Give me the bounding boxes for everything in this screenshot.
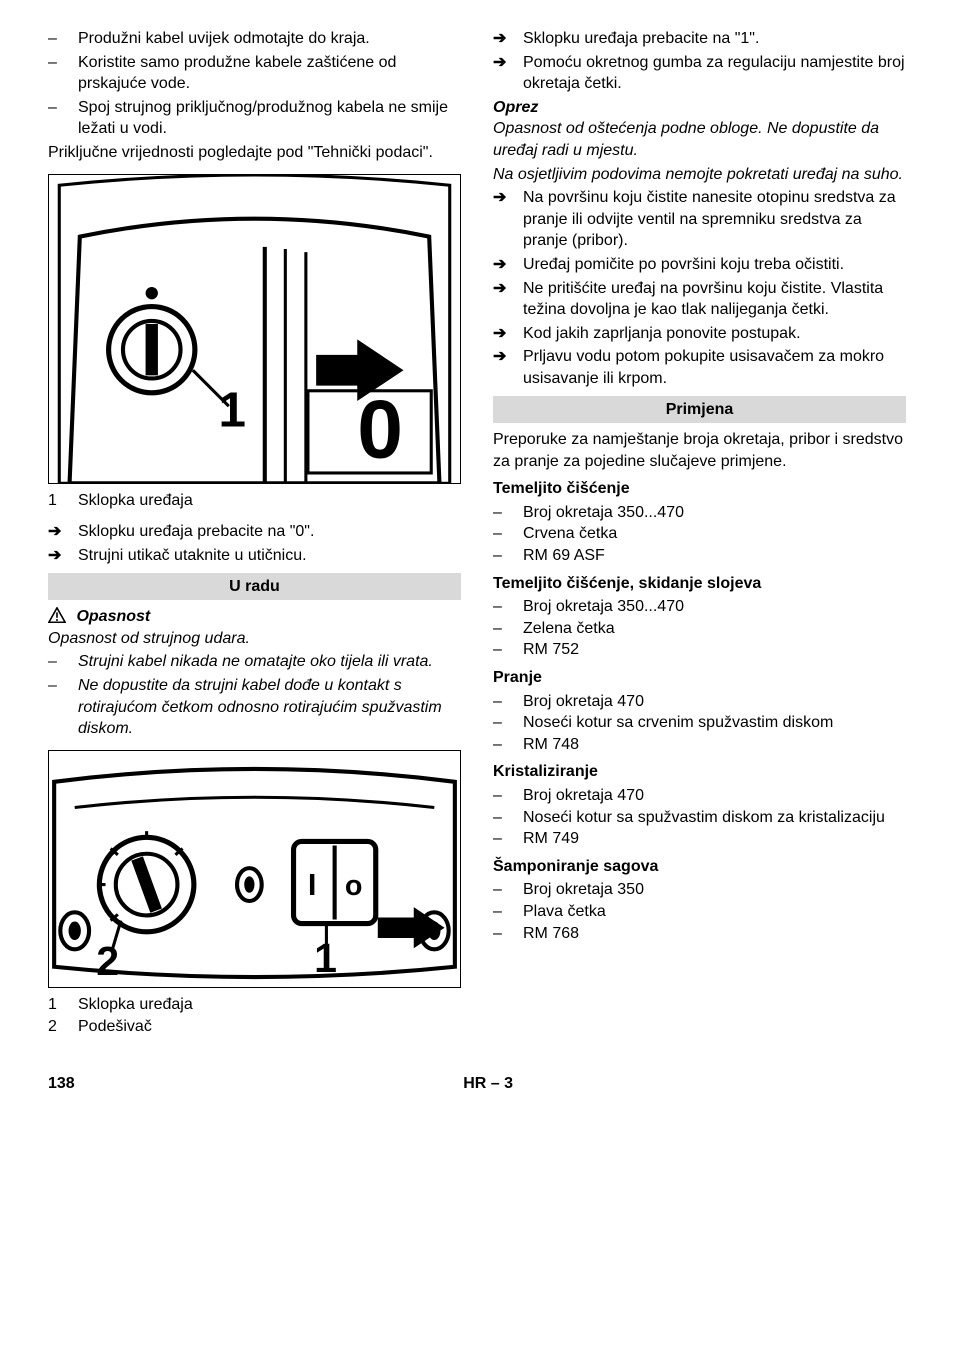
list-item: Noseći kotur sa crvenim spužvastim disko… (523, 712, 906, 734)
list-item: Broj okretaja 470 (523, 785, 906, 807)
svg-text:o: o (345, 870, 363, 902)
list-item: Crvena četka (523, 523, 906, 545)
caption-text: Sklopka uređaja (78, 492, 193, 509)
caution-text-2: Na osjetljivim podovima nemojte pokretat… (493, 164, 906, 186)
group-items: Broj okretaja 350 Plava četka RM 768 (493, 879, 906, 944)
caution-text-1: Opasnost od oštećenja podne obloge. Ne d… (493, 118, 906, 161)
primjena-intro: Preporuke za namještanje broja okretaja,… (493, 429, 906, 472)
caption-number: 1 (48, 994, 57, 1016)
list-item: Strujni utikač utaknite u utičnicu. (78, 545, 461, 567)
group-title: Pranje (493, 667, 906, 689)
left-column: Produžni kabel uvijek odmotajte do kraja… (48, 28, 461, 1037)
list-item: Spoj strujnog priključnog/produžnog kabe… (78, 97, 461, 140)
steps-before-uradu: Sklopku uređaja prebacite na "0". Strujn… (48, 521, 461, 566)
list-item: RM 768 (523, 923, 906, 945)
list-item: RM 749 (523, 828, 906, 850)
list-item: Sklopku uređaja prebacite na "1". (523, 28, 906, 50)
list-item: Plava četka (523, 901, 906, 923)
warning-triangle-icon (48, 607, 66, 623)
danger-bullets: Strujni kabel nikada ne omatajte oko tij… (48, 651, 461, 739)
group-title: Temeljito čišćenje (493, 478, 906, 500)
list-item: Ne pritišćite uređaj na površinu koju či… (523, 278, 906, 321)
svg-text:2: 2 (96, 938, 119, 984)
caption-item: 2Podešivač (78, 1016, 461, 1038)
caution-label: Oprez (493, 97, 906, 119)
svg-text:I: I (308, 867, 317, 902)
group-title: Šamponiranje sagova (493, 856, 906, 878)
page-footer: 138 HR – 3 . (48, 1073, 906, 1095)
list-item: RM 752 (523, 639, 906, 661)
list-item: Broj okretaja 470 (523, 691, 906, 713)
figure2-caption: 1Sklopka uređaja 2Podešivač (48, 994, 461, 1037)
two-column-layout: Produžni kabel uvijek odmotajte do kraja… (48, 28, 906, 1037)
list-item: RM 748 (523, 734, 906, 756)
list-item: Broj okretaja 350...470 (523, 596, 906, 618)
figure-switch-dial: I o 1 2 (48, 750, 461, 988)
mid-arrows: Na površinu koju čistite nanesite otopin… (493, 187, 906, 389)
list-item: Uređaj pomičite po površini koju treba o… (523, 254, 906, 276)
application-groups: Temeljito čišćenje Broj okretaja 350...4… (493, 478, 906, 944)
caption-number: 2 (48, 1016, 57, 1038)
section-primjena: Primjena (493, 396, 906, 424)
list-item: Na površinu koju čistite nanesite otopin… (523, 187, 906, 252)
list-item: RM 69 ASF (523, 545, 906, 567)
list-item: Strujni kabel nikada ne omatajte oko tij… (78, 651, 461, 673)
group-title: Temeljito čišćenje, skidanje slojeva (493, 573, 906, 595)
intro-bullets: Produžni kabel uvijek odmotajte do kraja… (48, 28, 461, 140)
group-title: Kristaliziranje (493, 761, 906, 783)
tehnicki-podaci-note: Priključne vrijednosti pogledajte pod "T… (48, 142, 461, 164)
list-item: Broj okretaja 350 (523, 879, 906, 901)
svg-text:0: 0 (357, 384, 403, 475)
caption-number: 1 (48, 490, 57, 512)
page-number: 138 (48, 1073, 75, 1095)
list-item: Zelena četka (523, 618, 906, 640)
caption-text: Sklopka uređaja (78, 996, 193, 1013)
language-page: HR – 3 (463, 1073, 513, 1095)
danger-label: Opasnost (76, 608, 150, 625)
group-items: Broj okretaja 350...470 Crvena četka RM … (493, 502, 906, 567)
figure-switch-0: 1 0 (48, 174, 461, 484)
svg-text:1: 1 (219, 382, 246, 437)
group-items: Broj okretaja 470 Noseći kotur sa crveni… (493, 691, 906, 756)
top-arrows: Sklopku uređaja prebacite na "1". Pomoću… (493, 28, 906, 95)
list-item: Sklopku uređaja prebacite na "0". (78, 521, 461, 543)
danger-heading: Opasnost (48, 606, 461, 628)
caption-text: Podešivač (78, 1018, 152, 1035)
group-items: Broj okretaja 350...470 Zelena četka RM … (493, 596, 906, 661)
figure1-caption: 1 Sklopka uređaja (48, 490, 461, 512)
section-u-radu: U radu (48, 573, 461, 601)
list-item: Broj okretaja 350...470 (523, 502, 906, 524)
right-column: Sklopku uređaja prebacite na "1". Pomoću… (493, 28, 906, 1037)
list-item: Ne dopustite da strujni kabel dođe u kon… (78, 675, 461, 740)
list-item: Pomoću okretnog gumba za regulaciju namj… (523, 52, 906, 95)
list-item: Koristite samo produžne kabele zaštićene… (78, 52, 461, 95)
danger-text: Opasnost od strujnog udara. (48, 628, 461, 650)
group-items: Broj okretaja 470 Noseći kotur sa spužva… (493, 785, 906, 850)
caption-item: 1Sklopka uređaja (78, 994, 461, 1016)
list-item: Noseći kotur sa spužvastim diskom za kri… (523, 807, 906, 829)
caption-item: 1Sklopka uređaja (78, 490, 461, 512)
list-item: Produžni kabel uvijek odmotajte do kraja… (78, 28, 461, 50)
list-item: Kod jakih zaprljanja ponovite postupak. (523, 323, 906, 345)
list-item: Prljavu vodu potom pokupite usisavačem z… (523, 346, 906, 389)
